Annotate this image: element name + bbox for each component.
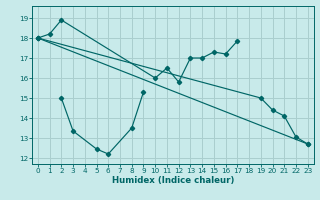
X-axis label: Humidex (Indice chaleur): Humidex (Indice chaleur)	[112, 176, 234, 185]
